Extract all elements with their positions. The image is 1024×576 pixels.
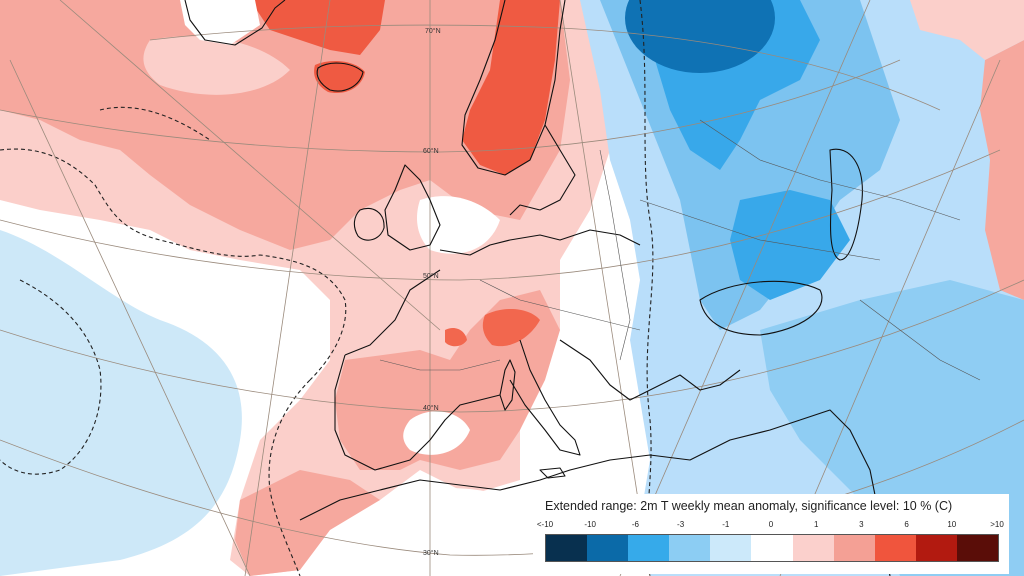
anomaly-area-red-france [445, 328, 467, 347]
anomaly-area-red-scandinavia [462, 0, 560, 175]
legend-tick-label: 6 [904, 520, 909, 529]
coast-caspian [829, 148, 863, 261]
legend-swatch-9 [915, 535, 957, 561]
legend-swatch-0 [546, 535, 588, 561]
legend-tick-label: <-10 [536, 520, 554, 529]
legend-tick-label: -6 [631, 520, 639, 529]
legend-swatch-3 [669, 535, 711, 561]
meridian-5 [619, 0, 871, 576]
significance-contour-atlantic-loop [0, 279, 102, 475]
coast-iceland [316, 62, 364, 92]
lat-label-30n: 30°N [423, 550, 439, 557]
anomaly-area-white-patch-uk [417, 196, 500, 254]
significance-contour-north [99, 106, 211, 141]
coast-ireland [353, 207, 385, 241]
coast-corsica-sardinia [499, 359, 516, 411]
border-3 [479, 279, 641, 331]
coast-balkans [559, 339, 741, 401]
parallel-50n [0, 149, 1001, 281]
legend-tick-label: 3 [859, 520, 864, 529]
legend-swatch-6 [792, 535, 834, 561]
anomaly-area-light-blue-west [0, 230, 242, 576]
legend-swatch-2 [628, 535, 670, 561]
lat-label-40n: 40°N [423, 405, 439, 412]
border-1 [599, 149, 631, 361]
parallel-40n [0, 279, 1024, 413]
meridian-4 [559, 0, 651, 576]
border-2 [639, 199, 881, 261]
significance-contour-southwest [268, 379, 311, 576]
border-5 [699, 119, 961, 221]
lat-label-50n: 50°N [423, 273, 439, 280]
border-4 [379, 359, 501, 371]
coast-italy [509, 339, 581, 456]
lat-label-70n: 70°N [425, 28, 441, 35]
coast-sicily [539, 467, 566, 479]
legend-tick-label: 0 [768, 520, 774, 529]
legend-swatch-1 [587, 535, 629, 561]
meridian-6 [779, 59, 1001, 576]
meridian-2 [244, 0, 331, 576]
legend-title: Extended range: 2m T weekly mean anomaly… [545, 499, 953, 513]
coast-baltic [509, 124, 576, 216]
legend-swatch-10 [956, 535, 999, 561]
parallel-30n [0, 419, 1024, 556]
border-6 [859, 299, 981, 381]
lat-label-60n: 60°N [423, 148, 439, 155]
anomaly-area-red-alps [482, 308, 540, 347]
coast-uk [384, 164, 441, 251]
legend-tick-label: 1 [813, 520, 819, 529]
legend-swatch-5 [751, 535, 793, 561]
anomaly-area-white-patch-med-2 [420, 488, 520, 524]
anomaly-area-medium-pink [0, 0, 570, 250]
legend-panel: Extended range: 2m T weekly mean anomaly… [533, 494, 1009, 574]
coast-western-europe [439, 229, 641, 256]
anomaly-area-dark-blue-core [625, 0, 775, 73]
coast-north-africa [299, 419, 801, 521]
anomaly-area-white-patch-med [403, 411, 470, 455]
meridian-1 [9, 59, 251, 576]
legend-swatch-7 [833, 535, 875, 561]
anomaly-area-light-pink-east [910, 0, 1024, 60]
legend-swatch-4 [710, 535, 752, 561]
coast-black-sea [699, 280, 823, 336]
significance-contours [0, 0, 654, 576]
legend-tick-label: 10 [947, 520, 957, 529]
legend-tick-label: >10 [990, 520, 1004, 529]
coast-greenland [184, 0, 286, 46]
significance-contour-west [0, 148, 347, 381]
legend-ticks: <-10 -10 -6 -3 -1 0 1 3 6 10 >10 [533, 520, 1009, 532]
legend-tick-label: -10 [584, 520, 596, 529]
coast-france-biscay [344, 269, 441, 356]
parallel-60n [0, 59, 901, 153]
legend-tick-label: -1 [722, 520, 730, 529]
meridian-7 [59, 0, 441, 331]
coast-scandinavia [461, 0, 566, 176]
coast-iberia [334, 354, 501, 471]
legend-swatch-8 [874, 535, 916, 561]
anomaly-area-pink-far-east [980, 40, 1024, 300]
legend-tick-label: -3 [677, 520, 685, 529]
legend-colorbar [545, 534, 999, 562]
anomaly-area-light-patch-north [143, 36, 290, 95]
country-borders [379, 119, 981, 381]
anomaly-area-red-iceland [314, 60, 365, 94]
